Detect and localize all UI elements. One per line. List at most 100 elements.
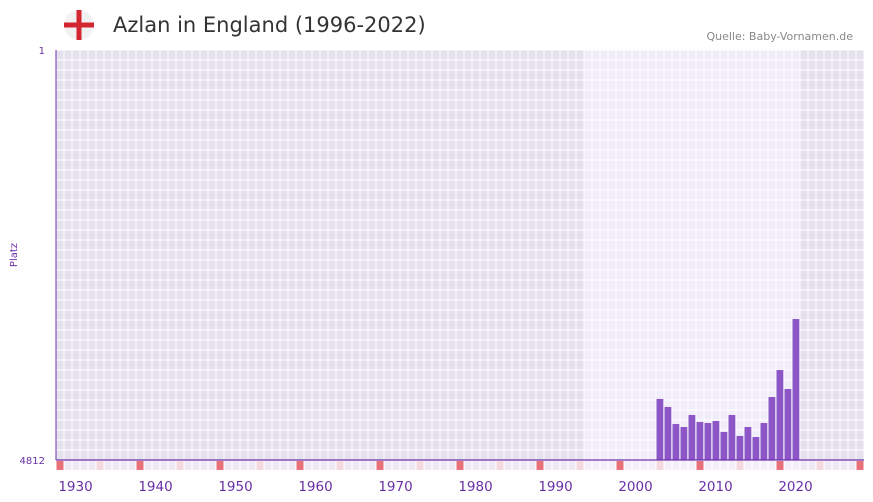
- x-tick-label: 2000: [618, 479, 652, 495]
- year-marker: [456, 461, 464, 470]
- y-axis-label: Platz: [9, 243, 20, 267]
- bar-2005: [672, 424, 680, 460]
- year-marker: [112, 461, 120, 470]
- y-tick-label: 4812: [20, 456, 45, 467]
- year-marker: [528, 461, 536, 470]
- year-marker: [56, 461, 64, 470]
- bar-2019: [784, 389, 792, 460]
- year-marker: [128, 461, 136, 470]
- year-marker: [96, 461, 104, 470]
- bar-2014: [744, 427, 752, 460]
- year-marker: [240, 461, 248, 470]
- year-marker: [288, 461, 296, 470]
- year-marker: [768, 461, 776, 470]
- year-marker: [160, 461, 168, 470]
- year-marker: [120, 461, 128, 470]
- year-marker: [480, 461, 488, 470]
- year-marker: [816, 461, 824, 470]
- year-marker: [248, 461, 256, 470]
- year-marker: [824, 461, 832, 470]
- bar-2004: [664, 406, 672, 460]
- year-marker: [592, 461, 600, 470]
- year-marker: [584, 461, 592, 470]
- year-marker: [72, 461, 80, 470]
- year-marker: [104, 461, 112, 470]
- year-marker: [176, 461, 184, 470]
- year-marker: [216, 461, 224, 470]
- year-marker: [832, 461, 840, 470]
- year-marker: [848, 461, 856, 470]
- bar-2010: [712, 420, 720, 460]
- x-tick-label: 2010: [698, 479, 732, 495]
- highlight-range: [584, 50, 800, 460]
- year-marker: [88, 461, 96, 470]
- year-marker: [136, 461, 144, 470]
- year-marker: [520, 461, 528, 470]
- year-marker: [320, 461, 328, 470]
- source-label: Quelle: Baby-Vornamen.de: [706, 30, 853, 43]
- year-marker: [544, 461, 552, 470]
- bar-2006: [680, 427, 688, 460]
- year-marker: [840, 461, 848, 470]
- england-flag-icon: [64, 10, 94, 40]
- bar-2020: [792, 319, 800, 460]
- year-marker: [280, 461, 288, 470]
- year-marker: [632, 461, 640, 470]
- year-marker: [720, 461, 728, 470]
- year-marker: [648, 461, 656, 470]
- year-marker: [208, 461, 216, 470]
- year-marker: [800, 461, 808, 470]
- x-tick-label: 1950: [218, 479, 252, 495]
- x-tick-label: 1930: [58, 479, 92, 495]
- y-tick-label: 1: [39, 46, 45, 57]
- year-marker: [416, 461, 424, 470]
- year-marker: [792, 461, 800, 470]
- year-marker: [752, 461, 760, 470]
- year-marker: [200, 461, 208, 470]
- x-tick-label: 1980: [458, 479, 492, 495]
- year-marker: [560, 461, 568, 470]
- year-marker: [496, 461, 504, 470]
- year-marker: [856, 461, 864, 470]
- year-marker: [536, 461, 544, 470]
- year-marker: [760, 461, 768, 470]
- year-marker: [344, 461, 352, 470]
- bar-2013: [736, 435, 744, 460]
- bar-2008: [696, 421, 704, 460]
- year-marker: [680, 461, 688, 470]
- year-marker: [688, 461, 696, 470]
- year-marker: [488, 461, 496, 470]
- year-marker: [232, 461, 240, 470]
- year-marker: [744, 461, 752, 470]
- year-marker: [304, 461, 312, 470]
- year-marker: [464, 461, 472, 470]
- chart-title: Azlan in England (1996-2022): [113, 13, 426, 37]
- year-marker: [440, 461, 448, 470]
- year-marker: [664, 461, 672, 470]
- x-tick-label: 1990: [538, 479, 572, 495]
- year-marker: [80, 461, 88, 470]
- year-marker: [672, 461, 680, 470]
- bar-2009: [704, 423, 712, 460]
- bar-2011: [720, 431, 728, 460]
- x-tick-label: 1940: [138, 479, 172, 495]
- year-marker: [256, 461, 264, 470]
- year-marker: [552, 461, 560, 470]
- year-marker: [512, 461, 520, 470]
- year-marker: [384, 461, 392, 470]
- year-marker: [296, 461, 304, 470]
- year-marker: [448, 461, 456, 470]
- year-marker: [360, 461, 368, 470]
- x-tick-label: 1960: [298, 479, 332, 495]
- year-marker: [600, 461, 608, 470]
- year-marker: [224, 461, 232, 470]
- year-marker: [728, 461, 736, 470]
- year-marker: [376, 461, 384, 470]
- year-marker: [616, 461, 624, 470]
- bar-2012: [728, 415, 736, 460]
- x-tick-label: 1970: [378, 479, 412, 495]
- year-marker: [656, 461, 664, 470]
- year-marker: [336, 461, 344, 470]
- year-marker: [704, 461, 712, 470]
